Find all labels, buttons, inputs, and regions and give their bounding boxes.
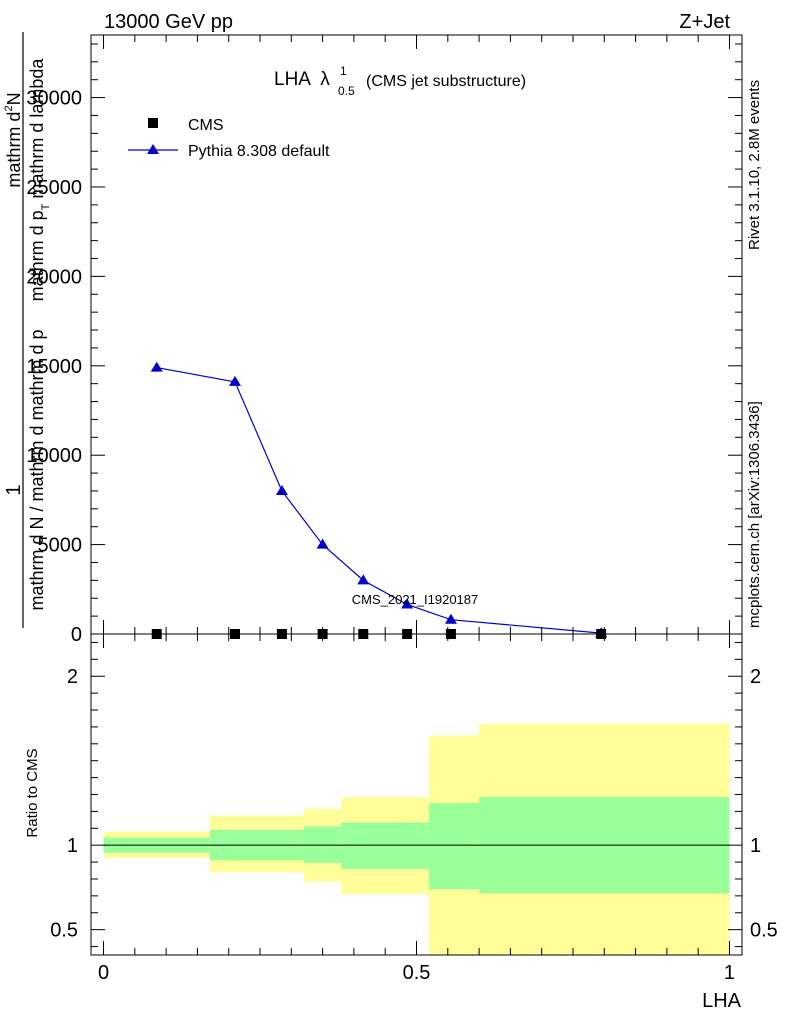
- pythia-point: [228, 375, 241, 386]
- main-y-tick-labels: 0 5000 10000 15000 20000 25000 30000: [26, 88, 82, 646]
- ratio-y-tick-label-right: 2: [750, 666, 761, 688]
- chart-title-text: LHA: [274, 69, 311, 90]
- ratio-y-tick-label: 1: [67, 835, 78, 857]
- ratio-panel: 0.5 0.51 12 2 0 0.5 1 Ratio to CMS LHA: [24, 633, 778, 1012]
- x-tick-label: 1: [724, 962, 735, 984]
- ratio-band-green: [429, 802, 480, 890]
- y-tick-label: 0: [71, 624, 82, 646]
- y-tick-label: 10000: [26, 445, 82, 467]
- y-axis-label: 1 mathrm d N / mathrm d mathrm d p mathr…: [3, 32, 52, 628]
- x-tick-labels: 0 0.5 1: [98, 962, 735, 984]
- x-tick-label: 0: [98, 962, 109, 984]
- legend-cms-label: CMS: [188, 117, 224, 134]
- y-tick-label: 25000: [26, 177, 82, 199]
- ratio-y-tick-labels: 0.5 0.5 1 1 2 2: [50, 666, 778, 941]
- pythia-point: [316, 538, 329, 549]
- pythia-point: [150, 361, 163, 372]
- x-axis-label: LHA: [702, 990, 742, 1012]
- y-label-line1-text: mathrm d: [4, 112, 24, 188]
- main-panel: 0 5000 10000 15000 20000 25000 30000 LHA λ 1 0…: [3, 32, 743, 646]
- y-label-line1-sup: 2: [3, 105, 15, 111]
- rivet-version-label: Rivet 3.1.10, 2.8M events: [746, 80, 763, 250]
- y-label-numerator: 1: [3, 484, 25, 495]
- legend-cms-marker: [148, 118, 158, 128]
- y-label-line2-end: mathrm d lambda: [27, 58, 47, 204]
- chart-title-sub: 0.5: [338, 84, 355, 98]
- x-tick-label: 0.5: [403, 962, 431, 984]
- ratio-y-tick-label: 2: [67, 666, 78, 688]
- chart-subtitle: (CMS jet substructure): [366, 73, 526, 90]
- pythia-series-line: [156, 366, 602, 634]
- ratio-uncertainty-bands: [103, 723, 730, 955]
- y-label-line2: mathrm d pT mathrm d lambda: [27, 58, 52, 302]
- legend: CMS Pythia 8.308 default: [128, 117, 330, 160]
- ratio-y-axis-label: Ratio to CMS: [24, 748, 41, 837]
- y-label-line2-text: mathrm d p: [27, 210, 47, 301]
- analysis-watermark: CMS_2021_I1920187: [352, 592, 479, 607]
- y-tick-label: 15000: [26, 356, 82, 378]
- pythia-point: [357, 574, 370, 585]
- y-tick-label: 5000: [38, 535, 83, 557]
- chart-title-sup: 1: [340, 64, 347, 78]
- pythia-point: [444, 613, 457, 624]
- mcplots-reference-label: mcplots.cern.ch [arXiv:1306.3436]: [746, 401, 763, 628]
- header-process-label: Z+Jet: [679, 11, 730, 33]
- y-label-line1-end: N: [4, 92, 24, 105]
- chart-title-symbol: λ: [320, 69, 330, 90]
- ratio-y-tick-label: 0.5: [50, 920, 78, 942]
- y-label-line2-sub: T: [40, 203, 52, 210]
- legend-pythia-label: Pythia 8.308 default: [188, 143, 330, 160]
- y-label-line1: mathrm d2N: [3, 92, 24, 187]
- chart-title: LHA λ: [274, 69, 330, 90]
- ratio-axis-ticks: [91, 634, 742, 955]
- y-label-denominator: mathrm d N / mathrm d mathrm d p: [27, 329, 47, 610]
- pythia-point: [275, 484, 288, 495]
- ratio-y-tick-label-right: 1: [750, 835, 761, 857]
- header-energy-label: 13000 GeV pp: [104, 11, 233, 33]
- y-tick-label: 20000: [26, 266, 82, 288]
- pythia-point: [401, 598, 414, 609]
- ratio-y-tick-label-right: 0.5: [750, 920, 778, 942]
- y-tick-label: 30000: [26, 88, 82, 110]
- main-axis-ticks: [91, 35, 742, 635]
- legend-pythia-marker: [147, 144, 159, 154]
